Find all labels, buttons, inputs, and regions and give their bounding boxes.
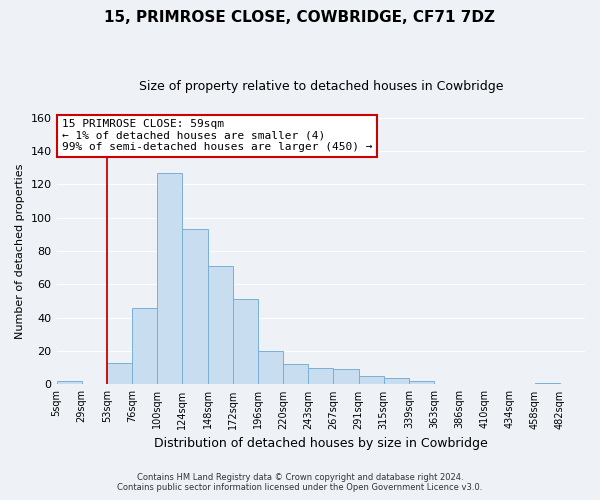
Bar <box>334 370 359 384</box>
Bar <box>157 173 182 384</box>
Bar <box>308 368 334 384</box>
Bar <box>258 351 283 384</box>
Bar <box>233 300 258 384</box>
Bar <box>56 381 82 384</box>
Y-axis label: Number of detached properties: Number of detached properties <box>15 164 25 339</box>
Bar <box>383 378 409 384</box>
Text: 15, PRIMROSE CLOSE, COWBRIDGE, CF71 7DZ: 15, PRIMROSE CLOSE, COWBRIDGE, CF71 7DZ <box>104 10 496 25</box>
Bar <box>132 308 157 384</box>
Text: 15 PRIMROSE CLOSE: 59sqm
← 1% of detached houses are smaller (4)
99% of semi-det: 15 PRIMROSE CLOSE: 59sqm ← 1% of detache… <box>62 119 373 152</box>
Bar <box>182 230 208 384</box>
Bar <box>535 383 560 384</box>
X-axis label: Distribution of detached houses by size in Cowbridge: Distribution of detached houses by size … <box>154 437 488 450</box>
Bar <box>359 376 383 384</box>
Bar <box>409 381 434 384</box>
Bar <box>283 364 308 384</box>
Text: Contains HM Land Registry data © Crown copyright and database right 2024.
Contai: Contains HM Land Registry data © Crown c… <box>118 473 482 492</box>
Bar <box>208 266 233 384</box>
Bar <box>107 363 132 384</box>
Title: Size of property relative to detached houses in Cowbridge: Size of property relative to detached ho… <box>139 80 503 93</box>
